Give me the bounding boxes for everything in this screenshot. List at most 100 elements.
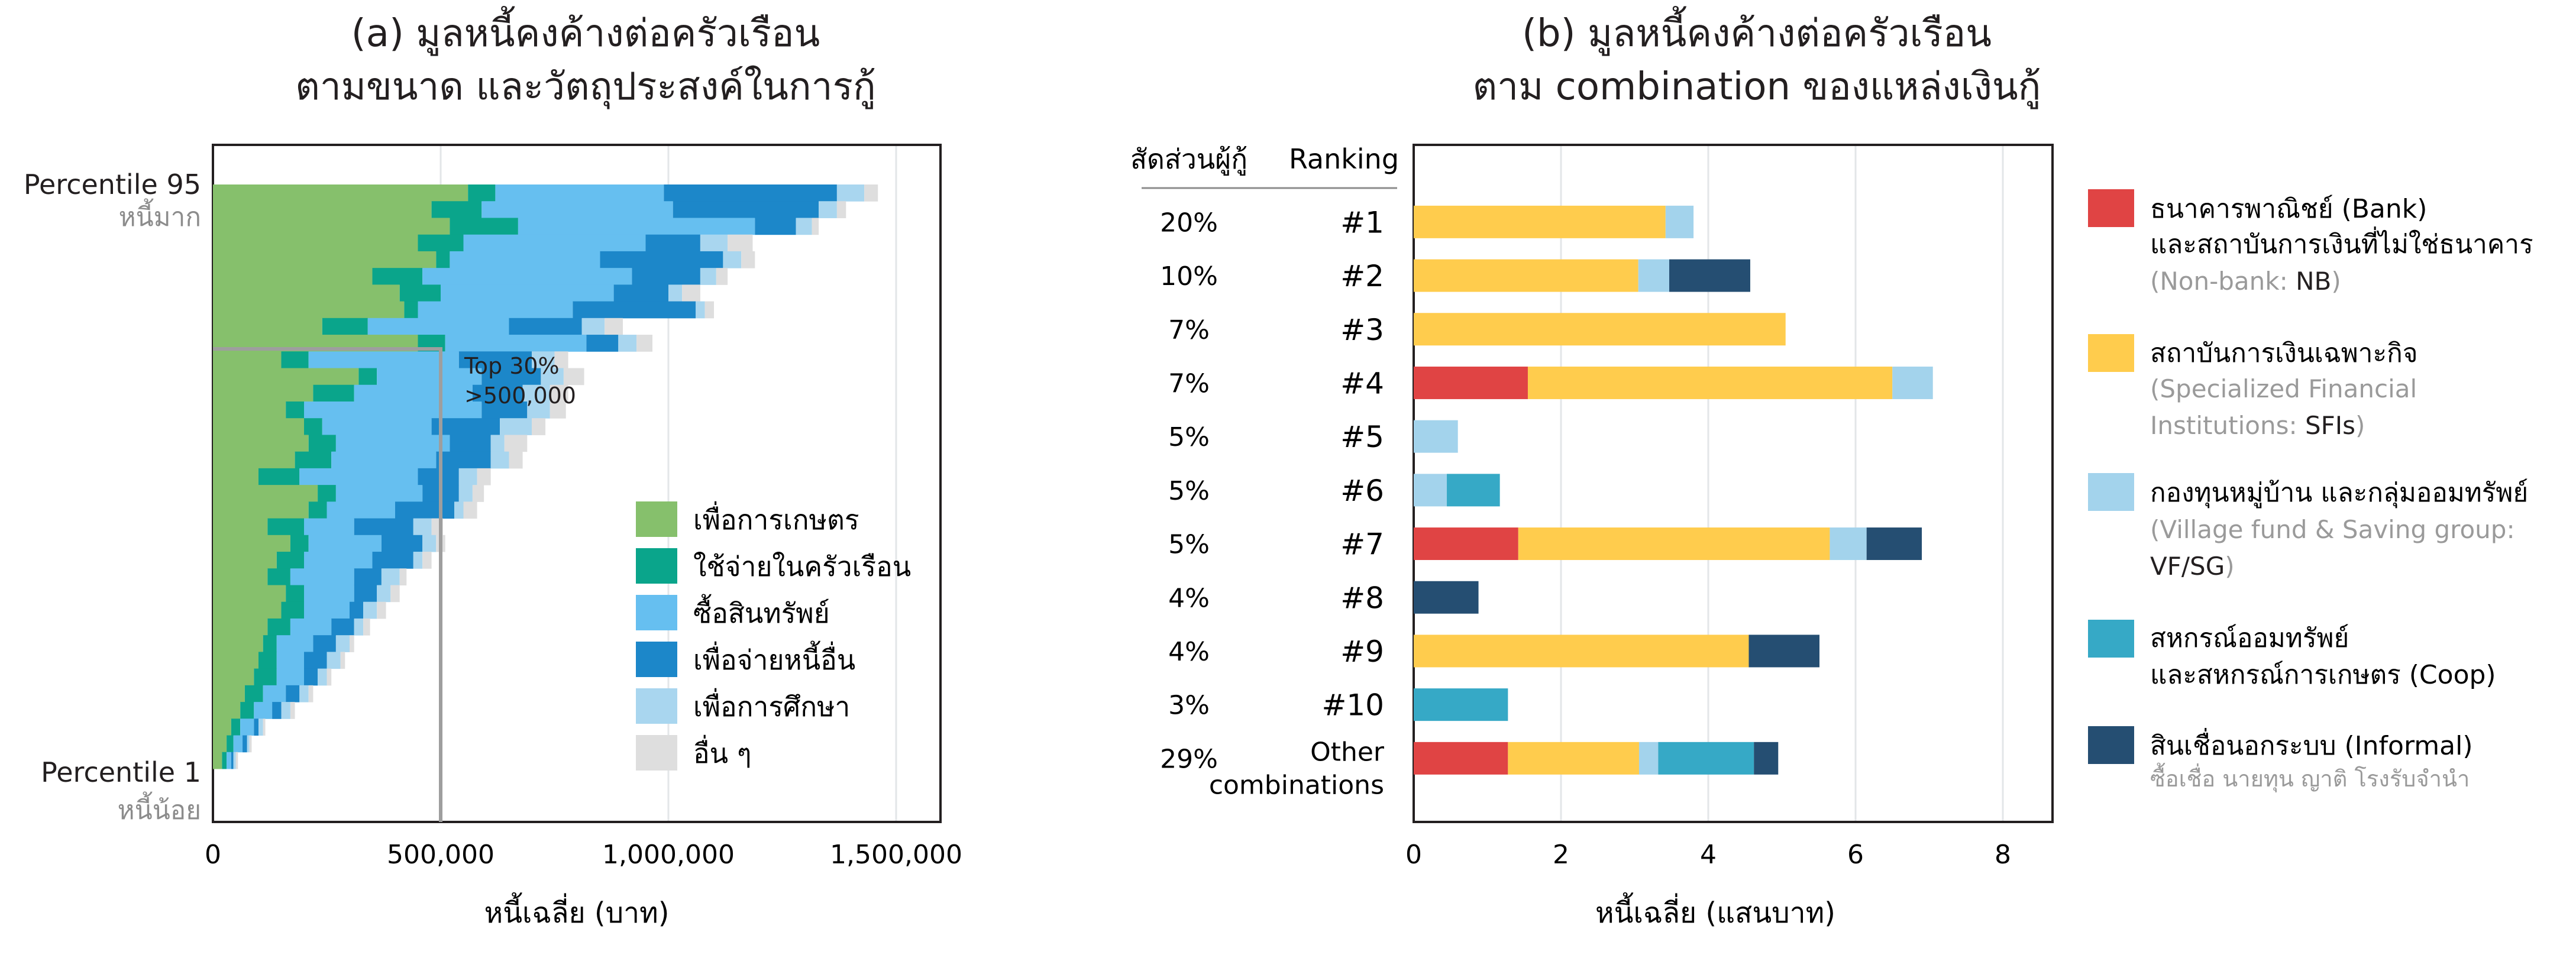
a-bar-segment [233, 735, 243, 753]
panel-b-plot-frame [1413, 144, 2054, 823]
ranking-label: Other [1310, 737, 1385, 767]
panel-b-gridlines [1560, 146, 2004, 821]
a-bar-segment [290, 568, 354, 585]
a-bar-segment [372, 552, 413, 569]
percentile-top-sublabel: หนี้มาก [119, 198, 201, 232]
a-bar-segment [563, 368, 584, 386]
a-bar-segment [458, 485, 473, 502]
b-bar-segment [1508, 742, 1639, 775]
top30-bracket [213, 347, 442, 822]
legend-bank-sub: (Non-bank: NB) [2150, 267, 2341, 296]
legend-swatch-repay-debt [636, 642, 677, 677]
a-bar-segment [404, 301, 418, 319]
b-bar-segment [1414, 634, 1749, 668]
a-bar-segment [399, 568, 407, 585]
a-bar-segment [213, 184, 468, 202]
a-bar-segment [213, 268, 373, 285]
percentile-top-label: Percentile 95 [24, 169, 201, 200]
legend-bank-line1: ธนาคารพาณิชย์ (Bank) [2150, 194, 2427, 224]
b-xtick-label: 2 [1553, 840, 1569, 870]
a-bar-segment [605, 318, 623, 335]
a-bar-segment [263, 635, 277, 652]
a-bar-segment [522, 384, 550, 402]
a-bar-segment [554, 351, 568, 369]
a-bar-segment [318, 485, 336, 502]
a-bar-segment [331, 618, 354, 636]
a-bar-segment [281, 702, 290, 719]
b-bar-segment [1414, 313, 1786, 346]
a-bar-segment [213, 585, 286, 603]
a-bar-segment [527, 401, 550, 419]
a-bar-segment [213, 251, 437, 268]
a-bar-segment [290, 618, 332, 636]
b-bar-segment [1518, 527, 1830, 561]
a-bar-segment [445, 335, 587, 352]
a-bar-segment [308, 435, 336, 452]
panel-a-title-line1: (a) มูลหนี้คงค้างต่อครัวเรือน [351, 6, 820, 56]
a-bar-segment [636, 335, 653, 352]
a-bar-segment [413, 518, 432, 536]
a-bar-segment [254, 718, 258, 736]
panel-b-row-labels: 20% #1 10% #2 7% #3 7% #4 5% #5 5% #6 5% #7 4% #8 4% #9 3%… [1160, 205, 1385, 800]
a-xtick-label: 1,500,000 [830, 840, 962, 870]
a-bar-segment [318, 668, 327, 686]
b-bar-segment [1665, 205, 1694, 238]
b-bar-segment [1414, 474, 1447, 507]
b-xtick-label: 6 [1847, 840, 1864, 870]
a-bar-segment [354, 518, 413, 536]
a-bar-segment [213, 485, 318, 502]
a-bar-segment [258, 718, 263, 736]
legend-sfi-line1: สถาบันการเงินเฉพาะกิจ [2150, 338, 2418, 368]
a-bar-segment [254, 702, 273, 719]
a-bar-segment [377, 585, 391, 603]
a-bar-segment [696, 301, 705, 319]
a-bar-segment [258, 652, 277, 669]
b-bar-segment [1638, 742, 1659, 775]
a-bar-segment [367, 318, 509, 335]
share-label: 5% [1168, 476, 1210, 506]
share-label: 7% [1168, 368, 1210, 399]
a-bar-segment [481, 401, 528, 419]
a-bar-segment [276, 552, 304, 569]
a-bar-segment [358, 368, 377, 386]
a-bar-segment [618, 335, 637, 352]
a-bar-segment [240, 702, 254, 719]
a-bar-segment [213, 618, 268, 636]
b-xtick-label: 8 [1995, 840, 2011, 870]
a-bar-segment [864, 184, 878, 202]
a-bar-segment [272, 702, 282, 719]
b-xtick-label: 4 [1700, 840, 1717, 870]
a-bar-segment [573, 301, 696, 319]
ranking-label: #6 [1340, 474, 1384, 508]
a-bar-segment [213, 535, 290, 552]
a-bar-segment [327, 652, 341, 669]
ranking-label: #1 [1340, 205, 1384, 239]
a-bar-segment [213, 301, 405, 319]
b-bar-segment [1414, 366, 1528, 399]
b-bar-segment [1866, 527, 1922, 561]
a-bar-segment [249, 735, 252, 753]
a-bar-segment [600, 251, 723, 268]
a-bar-segment [213, 685, 245, 703]
a-bar-segment [500, 418, 532, 435]
a-xtick-label: 0 [205, 840, 221, 870]
a-bar-segment [290, 535, 309, 552]
a-bar-segment [532, 351, 555, 369]
b-bar-segment [1748, 634, 1819, 668]
panel-b-x-ticks: 0 2 4 6 8 [1405, 840, 2011, 870]
panel-b-x-axis-label: หนี้เฉลี่ย (แสนบาท) [1595, 892, 1835, 930]
b-bar-segment [1447, 474, 1500, 507]
ranking-label: #2 [1340, 259, 1384, 293]
a-bar-segment [418, 301, 573, 319]
ranking-label: #10 [1321, 688, 1384, 723]
legend-label-agriculture: เพื่อการเกษตร [693, 501, 859, 536]
a-bar-segment [335, 635, 350, 652]
a-bar-segment [363, 601, 377, 619]
legend-sfi-sub2: Institutions: SFIs) [2150, 411, 2365, 440]
a-xtick-label: 500,000 [387, 840, 494, 870]
a-bar-segment [304, 518, 354, 536]
a-bar-segment [381, 568, 400, 585]
a-bar-segment [335, 435, 450, 452]
a-bar-segment [213, 652, 258, 669]
a-bar-segment [363, 618, 370, 636]
